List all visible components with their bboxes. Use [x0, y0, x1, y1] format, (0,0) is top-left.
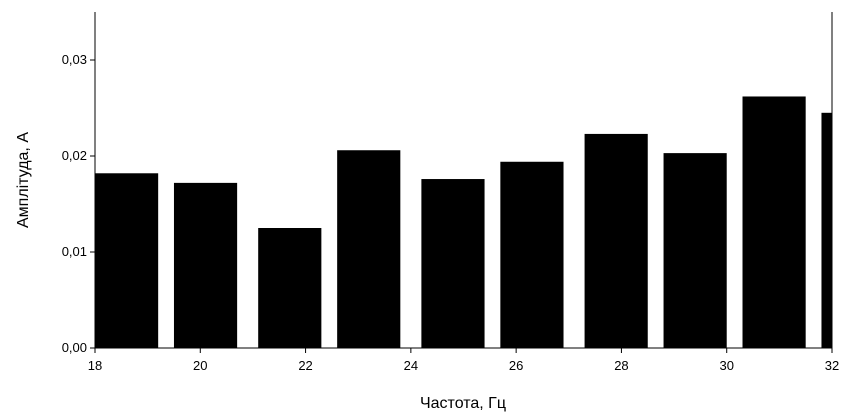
x-tick-label: 22: [298, 358, 312, 373]
bar: [584, 133, 648, 348]
y-ticks-group: 0,00 0,01 0,02 0,03: [62, 52, 95, 355]
x-axis-title: Частота, Гц: [420, 395, 506, 412]
bar: [500, 161, 564, 348]
bar: [173, 182, 238, 348]
x-tick-label: 28: [614, 358, 628, 373]
bar: [95, 173, 159, 348]
bar: [421, 179, 485, 348]
x-tick-label: 18: [88, 358, 102, 373]
y-tick-label: 0,03: [62, 52, 87, 67]
bar: [821, 112, 832, 348]
x-ticks-group: 18 20 22 24 26 28 30 32: [88, 348, 839, 373]
x-tick-label: 20: [193, 358, 207, 373]
bar: [742, 96, 806, 348]
x-tick-label: 26: [509, 358, 523, 373]
bar: [258, 228, 322, 348]
y-tick-label: 0,02: [62, 148, 87, 163]
y-tick-label: 0,01: [62, 244, 87, 259]
x-tick-label: 24: [404, 358, 418, 373]
bars-group: [95, 96, 832, 348]
y-axis-title: Амплітуда, А: [15, 132, 32, 228]
x-tick-label: 32: [825, 358, 839, 373]
y-tick-label: 0,00: [62, 340, 87, 355]
bar: [337, 150, 401, 348]
x-tick-label: 30: [719, 358, 733, 373]
bar: [663, 153, 727, 348]
